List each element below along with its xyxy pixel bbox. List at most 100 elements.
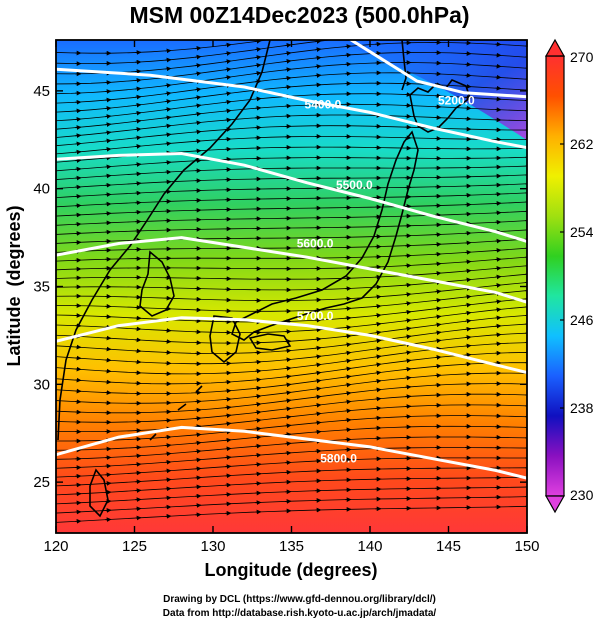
streamline xyxy=(56,314,527,344)
wind-arrow xyxy=(314,402,322,408)
colorbar-tick-label: 246 xyxy=(570,312,594,328)
wind-arrow xyxy=(104,146,112,152)
wind-arrow xyxy=(434,314,442,320)
wind-arrow xyxy=(344,390,352,396)
streamline xyxy=(56,323,527,354)
asia-mainland-coast xyxy=(57,40,271,441)
wind-arrow xyxy=(464,294,472,300)
wind-arrow xyxy=(254,47,262,52)
wind-arrow xyxy=(524,263,527,269)
streamline xyxy=(56,477,527,496)
streamline xyxy=(56,256,527,271)
colorbar-tick-label: 238 xyxy=(570,400,594,416)
wind-arrow xyxy=(464,343,472,349)
wind-arrow xyxy=(464,277,472,283)
height-contour-line xyxy=(348,40,527,99)
x-axis-label: Longitude (degrees) xyxy=(204,560,377,580)
wind-arrow xyxy=(74,166,82,172)
streamline xyxy=(56,457,527,478)
wind-arrow xyxy=(134,69,142,74)
wind-arrow xyxy=(284,58,292,64)
wind-arrow xyxy=(164,141,172,147)
wind-arrow xyxy=(434,306,442,312)
wind-arrow xyxy=(344,374,352,380)
wind-arrow xyxy=(524,304,527,310)
wind-arrow xyxy=(224,413,232,419)
wind-arrow xyxy=(284,84,292,90)
wind-arrow xyxy=(104,155,112,161)
korea-coast xyxy=(139,250,175,317)
streamline xyxy=(56,146,527,163)
wind-arrow xyxy=(224,455,232,460)
streamline xyxy=(56,505,527,523)
wind-arrow xyxy=(284,390,292,396)
streamline xyxy=(56,210,527,226)
wind-arrow xyxy=(164,48,172,54)
streamline xyxy=(56,486,527,505)
wind-arrow xyxy=(224,91,232,97)
wind-arrow xyxy=(284,423,292,429)
wind-arrow xyxy=(164,115,172,121)
wind-arrow xyxy=(344,399,352,405)
streamline xyxy=(56,192,527,208)
streamline xyxy=(56,103,527,130)
wind-arrow xyxy=(464,268,472,274)
wind-arrow xyxy=(134,118,142,124)
streamline xyxy=(56,273,527,291)
wind-arrow xyxy=(134,77,142,83)
wind-arrow xyxy=(524,288,527,294)
streamline xyxy=(56,383,527,414)
y-axis-ticks: 25 30 35 40 45 xyxy=(33,83,527,491)
wind-arrow xyxy=(254,40,262,44)
wind-arrow xyxy=(254,105,262,111)
wind-arrow xyxy=(134,162,142,167)
streamline xyxy=(56,352,527,385)
wind-arrow xyxy=(314,64,322,69)
colorbar-bottom-triangle xyxy=(544,495,566,514)
y-tick-label: 30 xyxy=(33,376,50,393)
wind-arrow xyxy=(194,63,202,68)
colorbar-tick-label: 254 xyxy=(570,224,594,240)
wind-arrow xyxy=(164,107,172,112)
wind-arrow xyxy=(374,346,382,352)
wind-arrow xyxy=(524,280,527,285)
sakhalin-coast xyxy=(401,40,407,91)
wind-arrow xyxy=(194,95,202,100)
x-tick-label: 130 xyxy=(200,538,225,555)
wind-arrow xyxy=(224,446,232,452)
streamline xyxy=(56,496,527,514)
colorbar-tick-label: 230 xyxy=(570,487,594,503)
wind-arrow xyxy=(254,418,262,423)
japan-hokkaido-coast xyxy=(409,79,471,133)
wind-arrow xyxy=(284,414,292,420)
contour-label: 5600.0 xyxy=(297,236,334,250)
contour-label: 5200.0 xyxy=(438,94,475,108)
wind-arrow xyxy=(74,116,82,122)
streamline xyxy=(56,247,527,262)
wind-arrow xyxy=(164,99,172,104)
wind-arrow xyxy=(315,33,321,34)
wind-arrow xyxy=(164,57,172,63)
wind-arrow xyxy=(284,366,292,371)
streamline xyxy=(56,447,527,469)
japan-honshu-coast xyxy=(231,130,419,341)
wind-arrow xyxy=(374,362,382,368)
streamline xyxy=(56,135,527,155)
wind-arrow xyxy=(314,394,322,400)
wind-arrow xyxy=(164,91,172,96)
wind-arrow xyxy=(284,382,292,388)
wind-arrow xyxy=(374,294,382,300)
x-tick-label: 120 xyxy=(43,538,68,555)
wind-arrow xyxy=(314,40,322,44)
wind-arrow xyxy=(74,125,82,130)
ryukyu-islands xyxy=(149,385,203,441)
x-tick-label: 145 xyxy=(436,538,461,555)
wind-arrow xyxy=(464,318,472,324)
wind-arrow xyxy=(164,459,172,465)
wind-arrow xyxy=(104,138,112,144)
wind-arrow xyxy=(374,387,382,393)
wind-arrow xyxy=(224,405,232,410)
x-tick-label: 125 xyxy=(122,538,147,555)
wind-arrow xyxy=(194,87,202,92)
wind-arrow xyxy=(314,386,322,392)
